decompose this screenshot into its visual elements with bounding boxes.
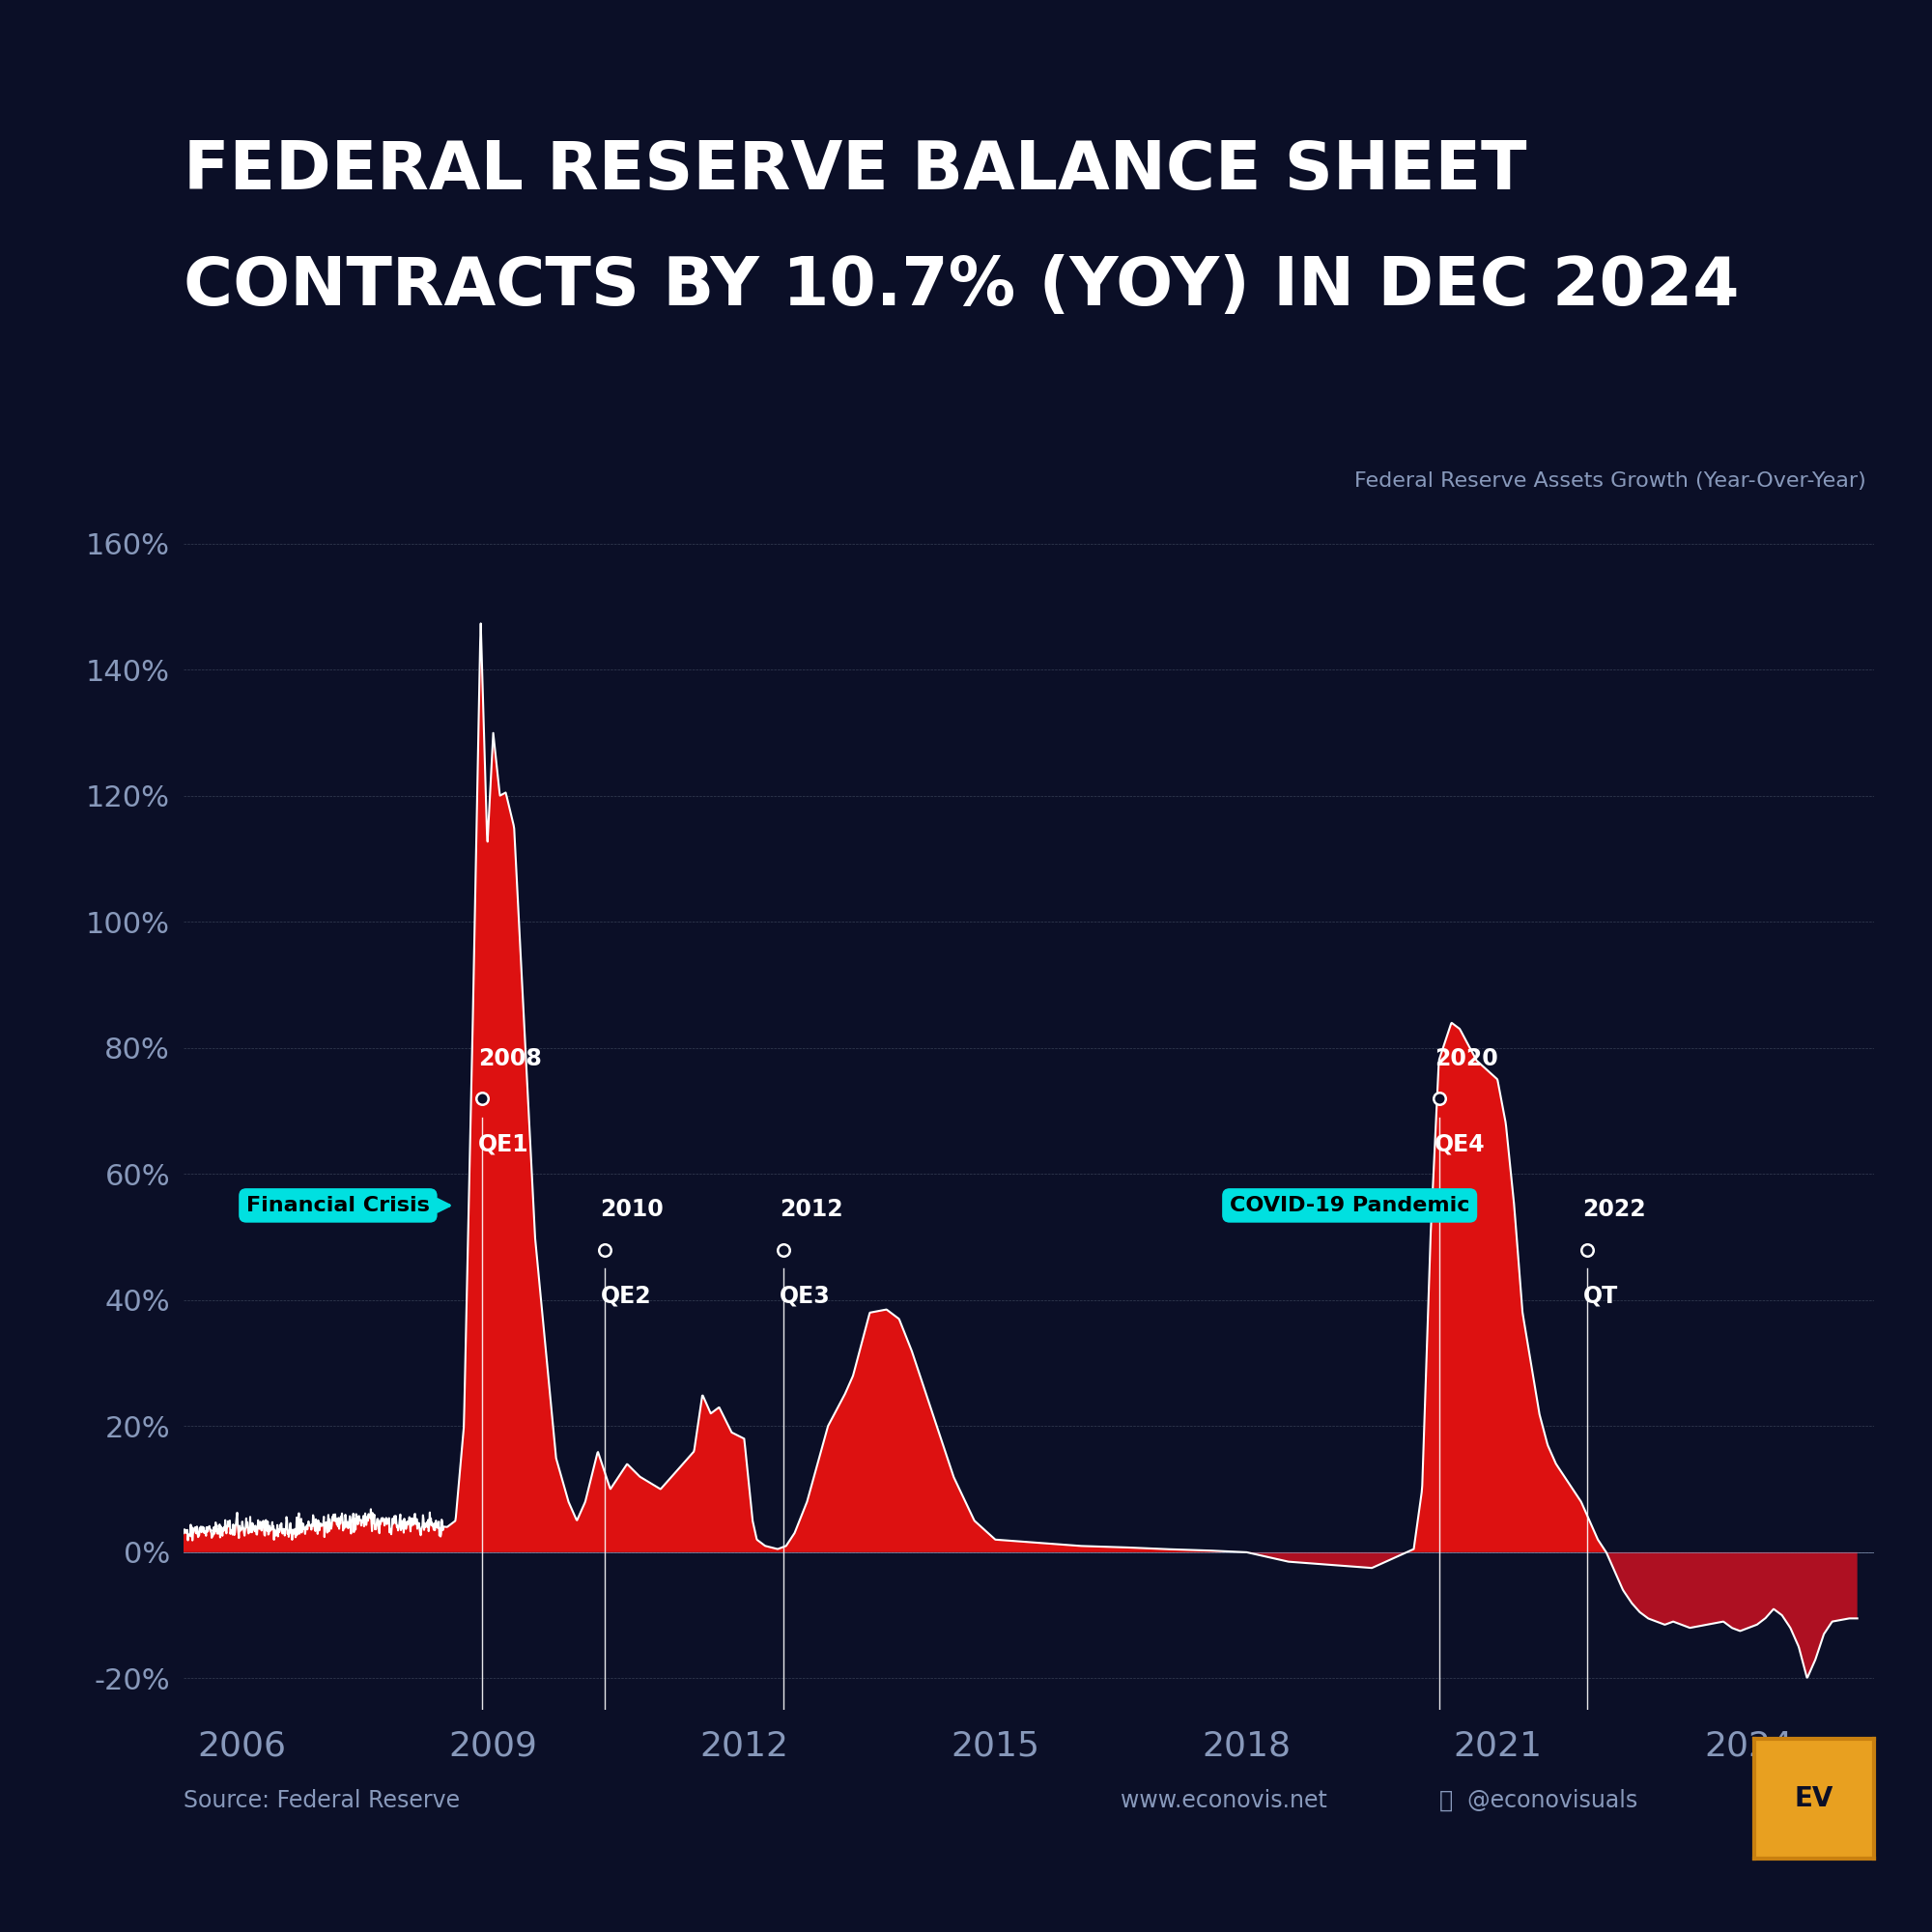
Text: QE1: QE1 [477,1132,529,1155]
Text: 2008: 2008 [477,1047,541,1070]
Text: QE2: QE2 [601,1285,651,1308]
Text: FEDERAL RESERVE BALANCE SHEET: FEDERAL RESERVE BALANCE SHEET [184,139,1526,203]
Text: Ⓧ  @econovisuals: Ⓧ @econovisuals [1439,1789,1638,1812]
Text: QE3: QE3 [779,1285,831,1308]
Text: Federal Reserve Assets Growth (Year-Over-Year): Federal Reserve Assets Growth (Year-Over… [1354,471,1866,491]
Text: 2022: 2022 [1582,1198,1646,1221]
Text: 2012: 2012 [779,1198,842,1221]
Text: Financial Crisis: Financial Crisis [245,1196,429,1215]
Text: www.econovis.net: www.econovis.net [1121,1789,1327,1812]
Text: QE4: QE4 [1435,1132,1486,1155]
Text: 2020: 2020 [1435,1047,1497,1070]
Text: QT: QT [1582,1285,1617,1308]
Text: Source: Federal Reserve: Source: Federal Reserve [184,1789,460,1812]
Text: CONTRACTS BY 10.7% (YOY) IN DEC 2024: CONTRACTS BY 10.7% (YOY) IN DEC 2024 [184,253,1739,319]
Text: COVID-19 Pandemic: COVID-19 Pandemic [1229,1196,1470,1215]
Text: 2010: 2010 [601,1198,665,1221]
Text: EV: EV [1795,1785,1833,1812]
